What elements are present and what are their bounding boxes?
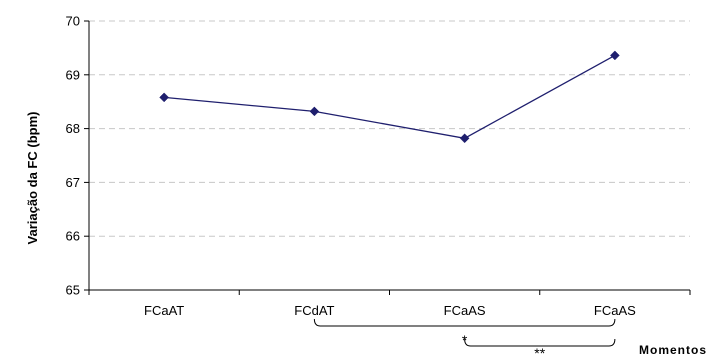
series-line (164, 54, 616, 139)
x-tick-label: FCaAS (594, 303, 636, 318)
y-tick-label: 70 (66, 14, 80, 29)
y-tick-label: 68 (66, 121, 80, 136)
x-tick-label: FCaAS (444, 303, 486, 318)
significance-marker: ** (534, 345, 545, 358)
x-tick-labels: FCaAT FCdAT FCaAS FCaAS (144, 303, 636, 318)
y-tick-labels: 65 66 67 68 69 70 (66, 14, 80, 298)
x-axis-label: Momentos (639, 343, 707, 357)
y-axis-label: Variação da FC (bpm) (25, 112, 40, 245)
y-tick-label: 66 (66, 229, 80, 244)
y-tick-label: 67 (66, 175, 80, 190)
data-point-marker (610, 50, 620, 61)
y-tick-label: 69 (66, 67, 80, 82)
series (159, 50, 620, 144)
significance-brackets: *** (313, 318, 616, 358)
x-tick-label: FCdAT (294, 303, 334, 318)
x-tick-label: FCaAT (144, 303, 184, 318)
y-tick-label: 65 (66, 283, 80, 298)
data-point-marker (159, 92, 169, 103)
data-point-marker (459, 133, 470, 144)
significance-bracket (464, 338, 616, 347)
data-point-marker (309, 106, 320, 117)
axes (84, 20, 691, 295)
gridlines (89, 20, 690, 237)
significance-bracket (313, 318, 616, 327)
